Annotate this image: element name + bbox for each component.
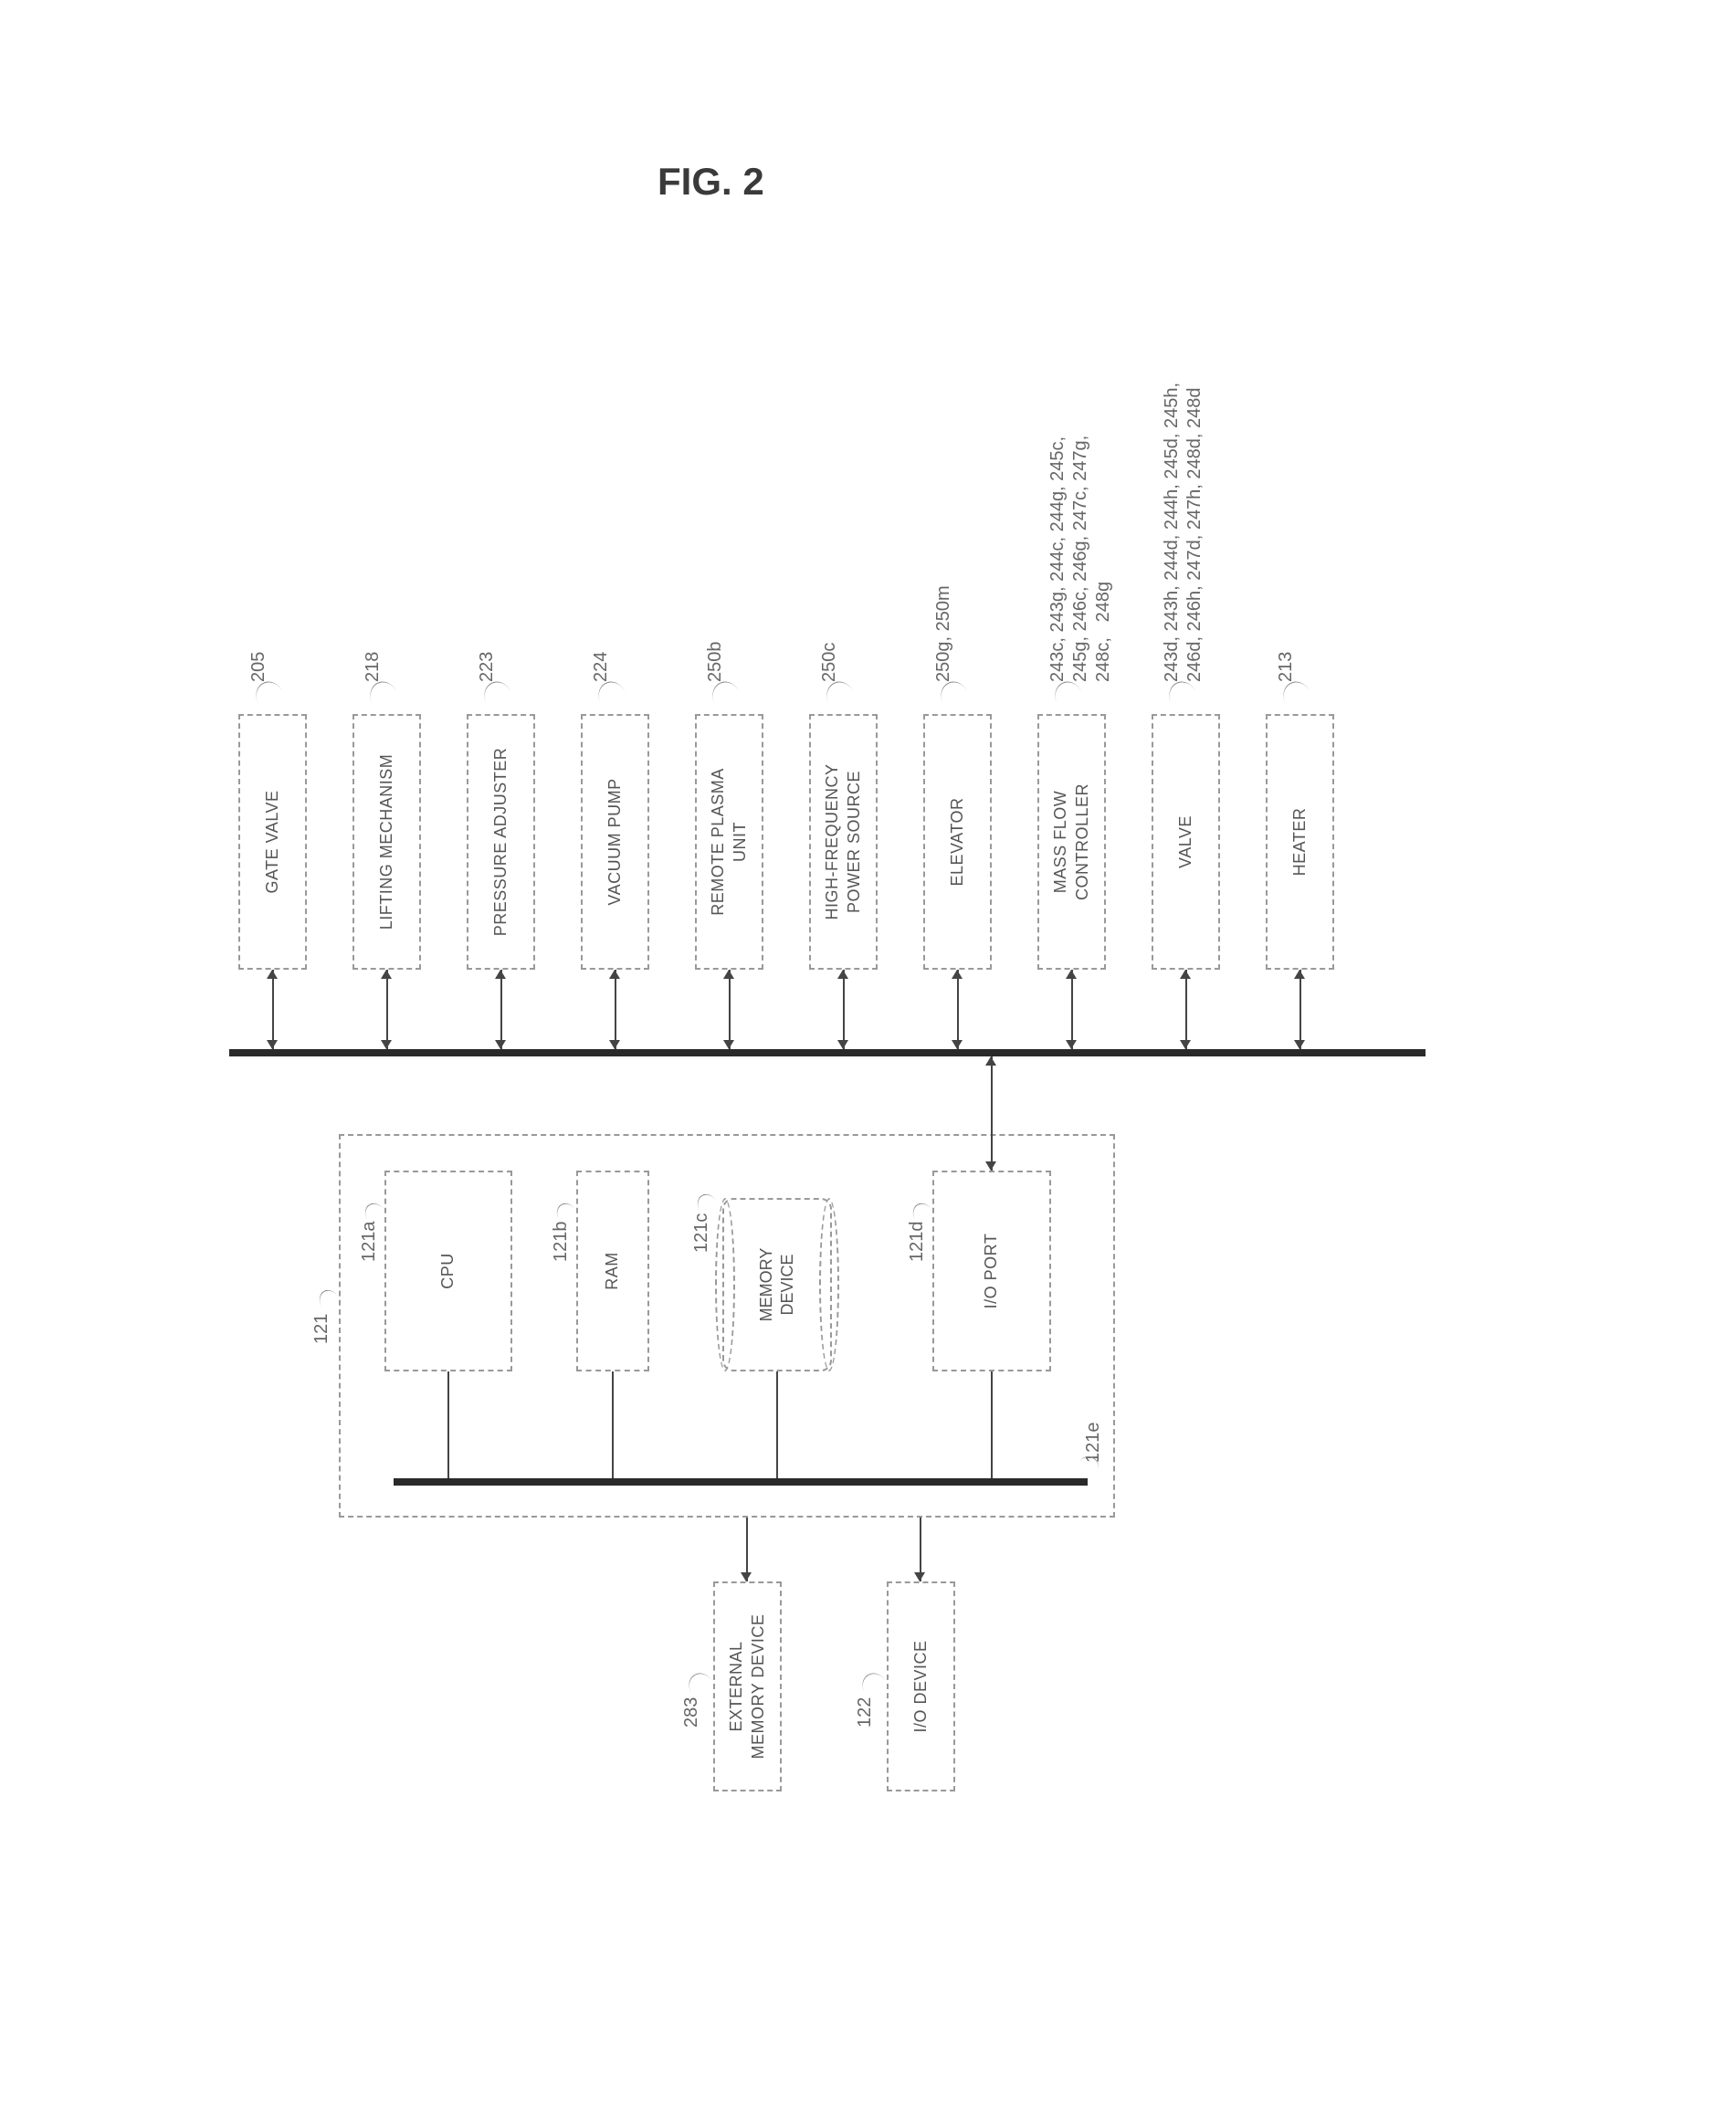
periph-ref-9: 213 (1274, 652, 1297, 682)
periph-box-5: HIGH-FREQUENCY POWER SOURCE (809, 714, 878, 970)
ram-label: RAM (602, 1252, 623, 1290)
arrowhead-periph-l-2 (494, 1040, 505, 1049)
arrowhead-periph-r-4 (722, 970, 733, 979)
cpu-box: CPU (384, 1171, 512, 1371)
periph-label-9: HEATER (1289, 808, 1310, 877)
arrowhead-periph-r-9 (1293, 970, 1304, 979)
conn-memory (776, 1371, 778, 1478)
curve-periph-8 (1163, 677, 1202, 718)
conn-periph-1 (385, 970, 387, 1049)
peripheral-bus (229, 1049, 1426, 1056)
conn-periph-2 (500, 970, 501, 1049)
curve-periph-1 (364, 677, 403, 718)
arrowhead-periph-l-7 (1065, 1040, 1076, 1049)
arrowhead-periph-l-8 (1179, 1040, 1190, 1049)
periph-box-6: ELEVATOR (923, 714, 992, 970)
periph-box-8: VALVE (1152, 714, 1220, 970)
periph-ref-0: 205 (247, 652, 269, 682)
io-device-label: I/O DEVICE (910, 1640, 931, 1732)
arrowhead-periph-l-0 (266, 1040, 277, 1049)
conn-periph-4 (728, 970, 730, 1049)
arrowhead-periph-r-5 (836, 970, 847, 979)
arrowhead-periph-r-8 (1179, 970, 1190, 979)
curve-periph-3 (593, 677, 631, 718)
external-memory-box: EXTERNAL MEMORY DEVICE (713, 1581, 782, 1791)
internal-bus (394, 1478, 1088, 1486)
curve-periph-6 (935, 677, 973, 718)
periph-box-2: PRESSURE ADJUSTER (467, 714, 535, 970)
periph-ref-2: 223 (475, 652, 498, 682)
periph-ref-5: 250c (817, 643, 840, 682)
periph-label-8: VALVE (1174, 815, 1195, 868)
periph-label-6: ELEVATOR (946, 797, 967, 886)
conn-periph-3 (614, 970, 615, 1049)
periph-label-7: MASS FLOW CONTROLLER (1050, 783, 1093, 900)
conn-periph-6 (956, 970, 958, 1049)
arrowhead-periph-r-6 (951, 970, 962, 979)
curve-periph-0 (250, 677, 289, 718)
arrowhead-extmem-l (741, 1572, 752, 1581)
curve-periph-7 (1049, 677, 1088, 718)
periph-box-4: REMOTE PLASMA UNIT (695, 714, 763, 970)
ram-box: RAM (576, 1171, 649, 1371)
arrowhead-periph-l-6 (951, 1040, 962, 1049)
periph-box-3: VACUUM PUMP (581, 714, 649, 970)
curve-periph-9 (1278, 677, 1316, 718)
memory-device-label: MEMORY DEVICE (755, 1248, 798, 1322)
arrowhead-pbus-l (985, 1161, 996, 1171)
io-device-ref: 122 (855, 1697, 876, 1728)
conn-periph-8 (1184, 970, 1186, 1049)
external-memory-ref: 283 (681, 1697, 702, 1728)
periph-label-1: LIFTING MECHANISM (375, 754, 396, 930)
conn-periph-0 (271, 970, 273, 1049)
ioport-label: I/O PORT (981, 1234, 1002, 1309)
memory-device-cylinder: MEMORY DEVICE (722, 1198, 832, 1371)
periph-ref-3: 224 (589, 652, 612, 682)
ioport-box: I/O PORT (932, 1171, 1051, 1371)
periph-label-5: HIGH-FREQUENCY POWER SOURCE (822, 764, 865, 920)
periph-ref-1: 218 (361, 652, 384, 682)
periph-label-4: REMOTE PLASMA UNIT (708, 768, 751, 916)
controller-ref: 121 (311, 1314, 332, 1344)
diagram-root: EXTERNAL MEMORY DEVICE 283 I/O DEVICE 12… (321, 331, 1416, 1791)
conn-ioport-to-pbus (991, 1056, 993, 1171)
figure-title: FIG. 2 (658, 160, 764, 204)
periph-box-7: MASS FLOW CONTROLLER (1037, 714, 1106, 970)
curve-periph-5 (821, 677, 859, 718)
arrowhead-periph-l-5 (836, 1040, 847, 1049)
periph-ref-4: 250b (703, 642, 726, 683)
arrowhead-periph-r-2 (494, 970, 505, 979)
periph-ref-7: 243c, 243g, 244c, 244g, 245c, 245g, 246c… (1046, 436, 1114, 682)
arrowhead-periph-l-4 (722, 1040, 733, 1049)
conn-periph-7 (1070, 970, 1072, 1049)
arrowhead-periph-l-9 (1293, 1040, 1304, 1049)
conn-ram (612, 1371, 614, 1478)
periph-ref-8: 243d, 243h, 244d, 244h, 245d, 245h, 246d… (1160, 383, 1205, 682)
conn-periph-9 (1299, 970, 1300, 1049)
arrowhead-iodev-l (914, 1572, 925, 1581)
arrowhead-periph-r-0 (266, 970, 277, 979)
conn-cpu (447, 1371, 449, 1478)
periph-box-0: GATE VALVE (238, 714, 307, 970)
arrowhead-periph-r-7 (1065, 970, 1076, 979)
io-device-box: I/O DEVICE (887, 1581, 955, 1791)
arrowhead-pbus-r (985, 1056, 996, 1066)
periph-box-1: LIFTING MECHANISM (352, 714, 421, 970)
arrowhead-periph-l-1 (380, 1040, 391, 1049)
cpu-label: CPU (437, 1253, 458, 1289)
arrowhead-periph-l-3 (608, 1040, 619, 1049)
curve-periph-2 (479, 677, 517, 718)
external-memory-label: EXTERNAL MEMORY DEVICE (726, 1614, 769, 1760)
periph-ref-6: 250g, 250m (931, 585, 954, 682)
periph-label-0: GATE VALVE (261, 790, 282, 893)
arrowhead-periph-r-3 (608, 970, 619, 979)
conn-periph-5 (842, 970, 844, 1049)
conn-ioport (991, 1371, 993, 1478)
periph-label-2: PRESSURE ADJUSTER (489, 748, 510, 937)
periph-label-3: VACUUM PUMP (604, 778, 625, 905)
periph-box-9: HEATER (1266, 714, 1334, 970)
arrowhead-periph-r-1 (380, 970, 391, 979)
curve-periph-4 (707, 677, 745, 718)
